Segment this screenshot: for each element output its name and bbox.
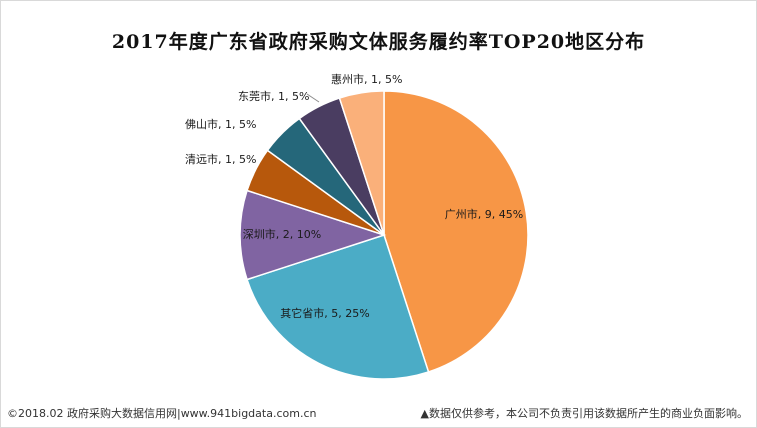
data-label-1: 广州市, 9, 45% — [445, 207, 523, 221]
disclaimer-footer: ▲数据仅供参考，本公司不负责引用该数据所产生的商业负面影响。 — [420, 407, 748, 420]
pie-slice-2 — [246, 234, 430, 380]
data-label-5: 佛山市, 1, 5% — [185, 117, 256, 131]
data-label-7: 惠州市, 1, 5% — [331, 72, 402, 86]
data-label-6: 东莞市, 1, 5% — [238, 89, 309, 103]
data-label-3: 深圳市, 2, 10% — [243, 227, 321, 241]
data-label-4: 清远市, 1, 5% — [185, 152, 256, 166]
pie-slice-3 — [239, 189, 387, 281]
source-footer: ©2018.02 政府采购大数据信用网|www.941bigdata.com.c… — [7, 407, 317, 420]
pie-slice-1 — [383, 90, 529, 373]
data-label-2: 其它省市, 5, 25% — [280, 306, 369, 320]
pie-slice-7 — [338, 90, 385, 236]
chart-title: 2017年度广东省政府采购文体服务履约率TOP20地区分布 — [111, 31, 646, 53]
leader-line-6 — [306, 93, 320, 103]
